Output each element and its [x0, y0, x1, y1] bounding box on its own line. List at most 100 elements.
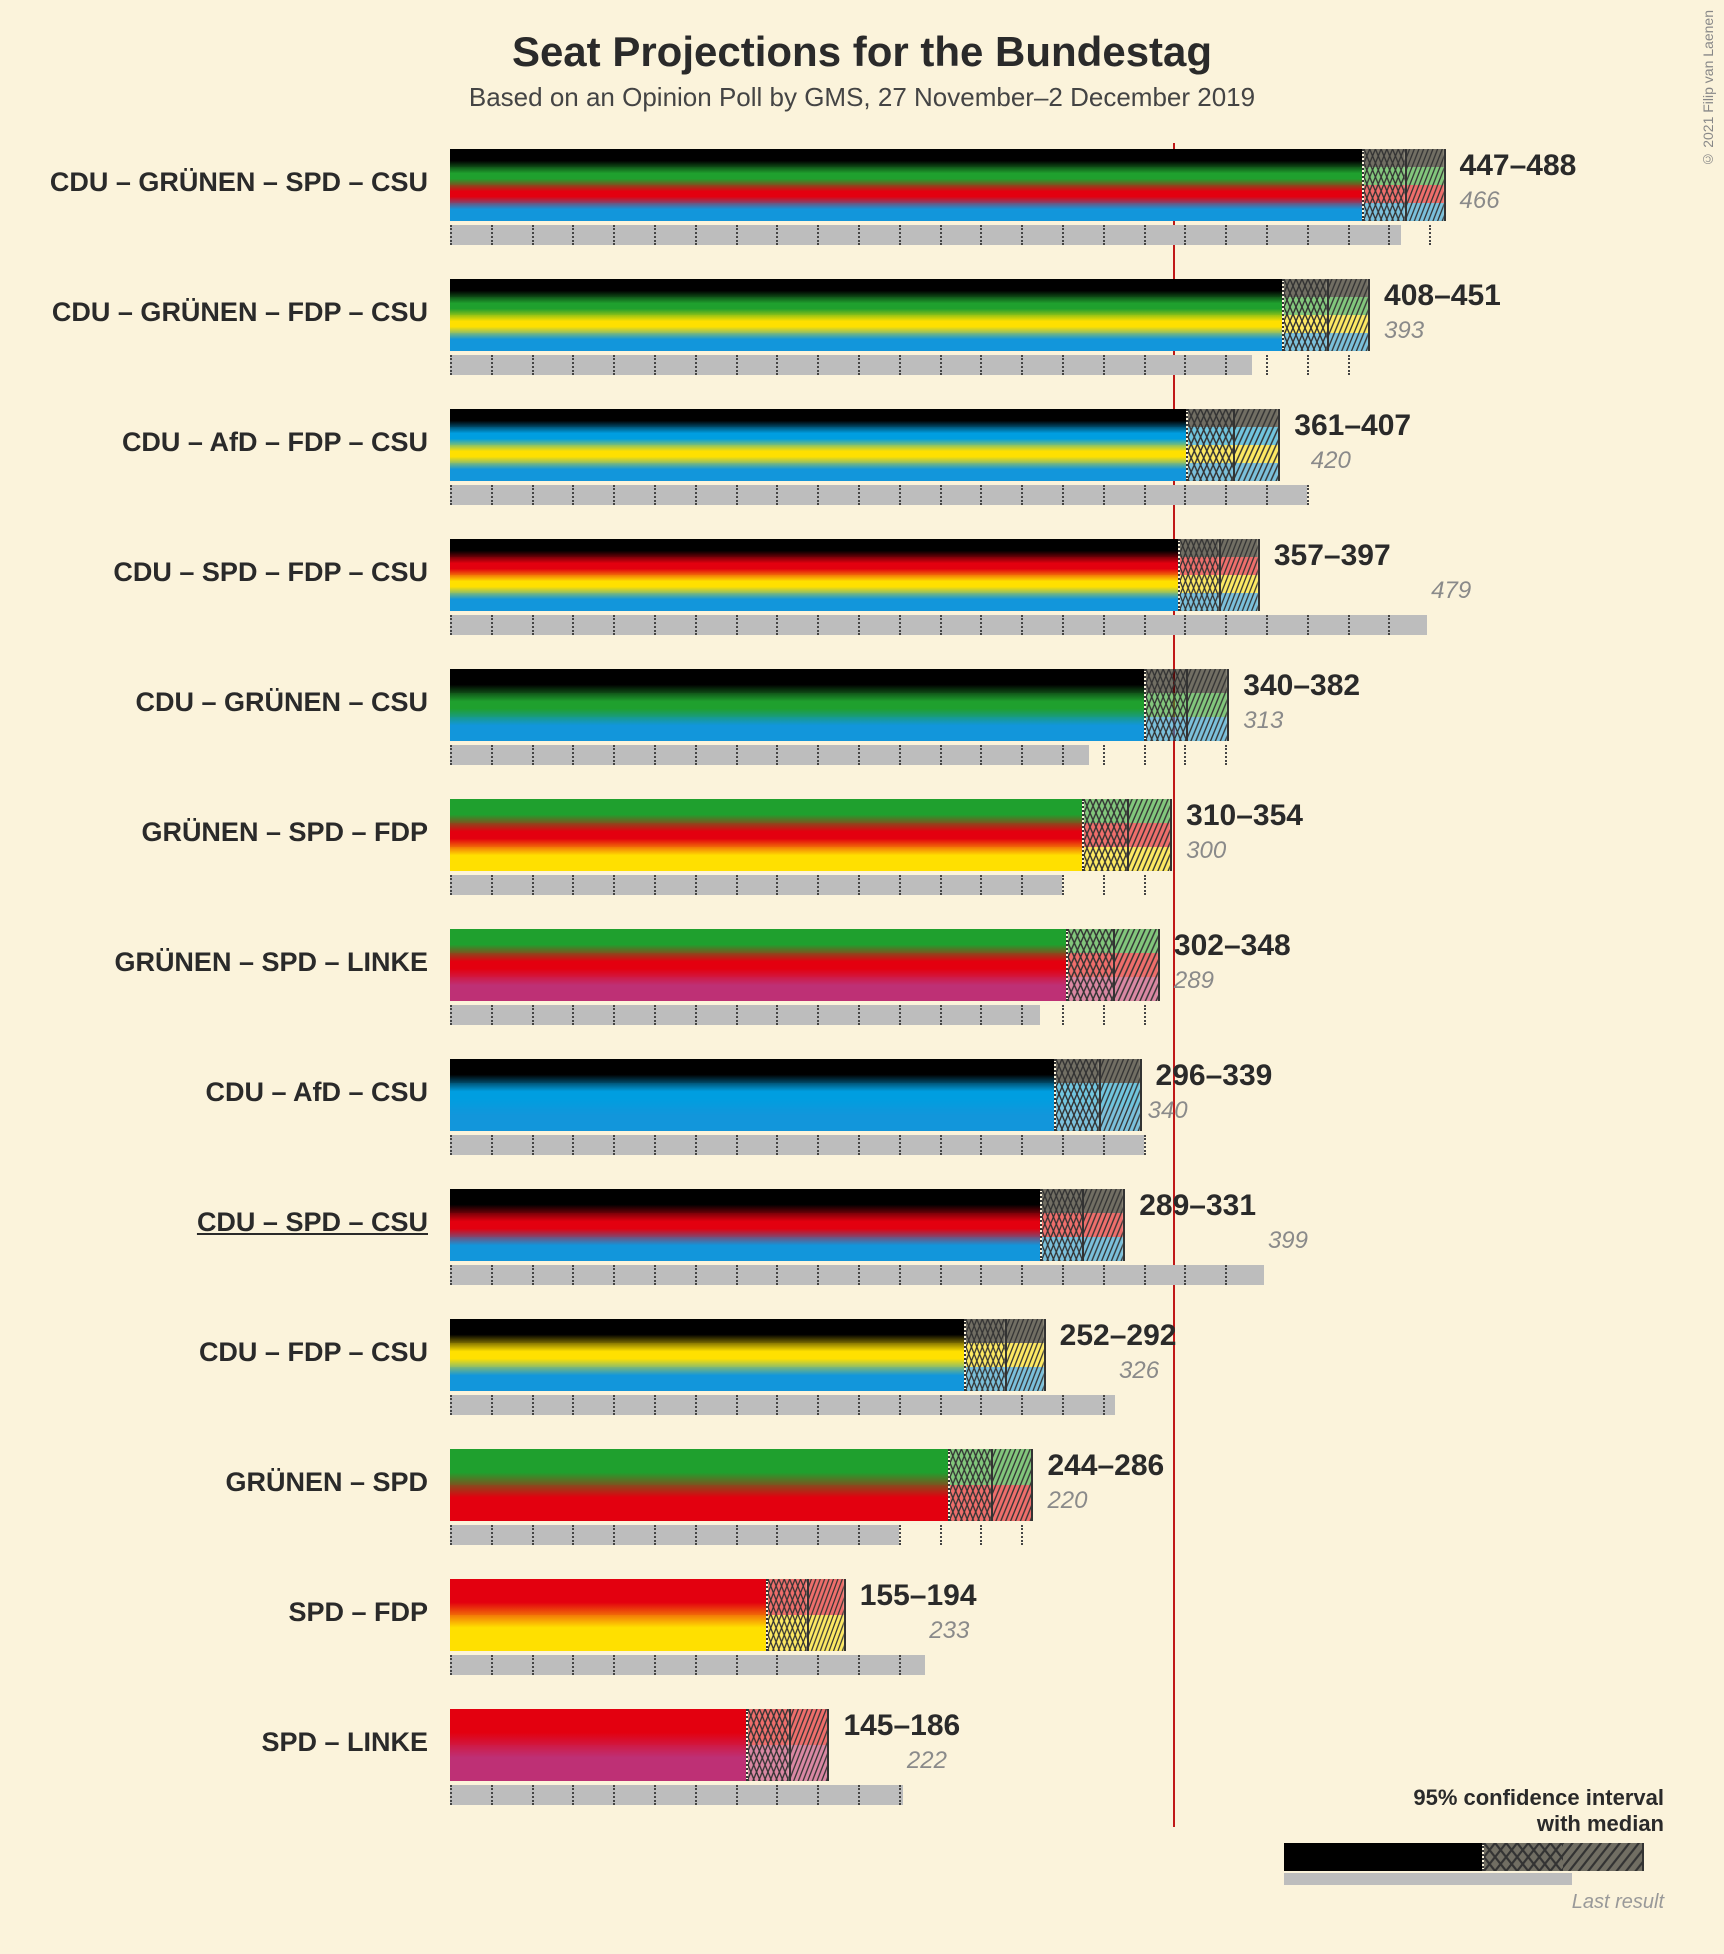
last-result-label: 399: [1268, 1227, 1308, 1255]
coalition-label: CDU – GRÜNEN – SPD – CSU: [40, 167, 440, 198]
last-result-label: 289: [1174, 967, 1291, 995]
legend-ci-label: 95% confidence interval: [1284, 1785, 1664, 1811]
value-labels: 447–488466: [1460, 149, 1577, 215]
legend-last-label: Last result: [1284, 1891, 1664, 1914]
coalition-bar: [450, 1709, 746, 1781]
coalition-label: SPD – LINKE: [40, 1727, 440, 1758]
median-marker: [1233, 409, 1235, 481]
median-marker: [1005, 1319, 1007, 1391]
range-label: 244–286: [1047, 1449, 1164, 1483]
last-result-bar: [450, 1005, 1040, 1025]
value-labels: 244–286220: [1047, 1449, 1164, 1515]
last-result-label: 393: [1384, 317, 1501, 345]
confidence-interval: [746, 1709, 830, 1781]
median-marker: [1099, 1059, 1101, 1131]
coalition-plot: 302–348 289: [450, 923, 1470, 1047]
value-labels: 155–194233: [860, 1579, 977, 1645]
coalition-row: CDU – AfD – CSU 296–339340: [40, 1053, 1684, 1177]
coalition-row: GRÜNEN – SPD – FDP 310–354300: [40, 793, 1684, 917]
coalition-row: CDU – GRÜNEN – FDP – CSU 408–451 393: [40, 273, 1684, 397]
legend: 95% confidence interval with median Last…: [1284, 1785, 1664, 1914]
range-label: 357–397: [1274, 539, 1471, 573]
median-marker: [807, 1579, 809, 1651]
legend-ci-box: [1482, 1843, 1644, 1871]
value-labels: 357–397 479: [1274, 539, 1471, 605]
confidence-interval: [1362, 149, 1446, 221]
last-result-label: 479: [1431, 577, 1471, 605]
last-result-bar: [450, 355, 1252, 375]
confidence-interval: [766, 1579, 846, 1651]
coalition-label: GRÜNEN – SPD – FDP: [40, 817, 440, 848]
last-result-bar: [450, 875, 1062, 895]
range-label: 145–186: [843, 1709, 960, 1743]
legend-solid-bar: [1284, 1843, 1482, 1871]
last-result-bar: [450, 1395, 1115, 1415]
coalition-chart: CDU – GRÜNEN – SPD – CSU 447–488466CDU –…: [40, 143, 1684, 1827]
coalition-row: GRÜNEN – SPD – LINKE 302–348289: [40, 923, 1684, 1047]
coalition-row: CDU – GRÜNEN – CSU 340–382 313: [40, 663, 1684, 787]
coalition-plot: 155–194233: [450, 1573, 1470, 1697]
coalition-bar: [450, 799, 1082, 871]
range-label: 252–292: [1060, 1319, 1177, 1353]
range-label: 408–451: [1384, 279, 1501, 313]
coalition-bar: [450, 1189, 1040, 1261]
last-result-label: 313: [1243, 707, 1360, 735]
range-label: 340–382: [1243, 669, 1360, 703]
last-result-bar: [450, 615, 1427, 635]
last-result-label: 420: [1311, 447, 1411, 475]
median-marker: [1127, 799, 1129, 871]
last-result-bar: [450, 745, 1089, 765]
value-labels: 302–348 289: [1174, 929, 1291, 995]
coalition-bar: [450, 929, 1066, 1001]
coalition-label: CDU – AfD – FDP – CSU: [40, 427, 440, 458]
range-label: 302–348: [1174, 929, 1291, 963]
last-result-bar: [450, 1655, 925, 1675]
coalition-row: CDU – AfD – FDP – CSU 361–407420: [40, 403, 1684, 527]
median-marker: [1219, 539, 1221, 611]
coalition-plot: 310–354300: [450, 793, 1470, 917]
range-label: 310–354: [1186, 799, 1303, 833]
last-result-label: 222: [907, 1747, 960, 1775]
value-labels: 408–451 393: [1384, 279, 1501, 345]
range-label: 447–488: [1460, 149, 1577, 183]
value-labels: 252–292326: [1060, 1319, 1177, 1385]
coalition-label: SPD – FDP: [40, 1597, 440, 1628]
coalition-label: CDU – SPD – CSU: [40, 1207, 440, 1238]
coalition-label: CDU – SPD – FDP – CSU: [40, 557, 440, 588]
coalition-plot: 361–407420: [450, 403, 1470, 527]
coalition-bar: [450, 1319, 964, 1391]
coalition-bar: [450, 409, 1186, 481]
median-marker: [1113, 929, 1115, 1001]
coalition-bar: [450, 539, 1178, 611]
last-result-bar: [450, 225, 1401, 245]
coalition-label: CDU – FDP – CSU: [40, 1337, 440, 1368]
coalition-row: CDU – SPD – CSU 289–331399: [40, 1183, 1684, 1307]
last-result-label: 233: [929, 1617, 976, 1645]
coalition-bar: [450, 1449, 948, 1521]
last-result-bar: [450, 1265, 1264, 1285]
legend-median-label: with median: [1284, 1811, 1664, 1837]
median-marker: [1327, 279, 1329, 351]
coalition-bar: [450, 1579, 766, 1651]
coalition-label: GRÜNEN – SPD: [40, 1467, 440, 1498]
coalition-label: CDU – GRÜNEN – FDP – CSU: [40, 297, 440, 328]
coalition-row: GRÜNEN – SPD 244–286220: [40, 1443, 1684, 1567]
coalition-label: CDU – GRÜNEN – CSU: [40, 687, 440, 718]
coalition-row: CDU – FDP – CSU 252–292326: [40, 1313, 1684, 1437]
coalition-plot: 408–451393: [450, 273, 1470, 397]
value-labels: 289–331399: [1139, 1189, 1308, 1255]
median-marker: [789, 1709, 791, 1781]
range-label: 296–339: [1156, 1059, 1273, 1093]
chart-title: Seat Projections for the Bundestag: [0, 0, 1724, 76]
coalition-plot: 447–488466: [450, 143, 1470, 267]
median-marker: [991, 1449, 993, 1521]
value-labels: 340–382 313: [1243, 669, 1360, 735]
coalition-plot: 244–286220: [450, 1443, 1470, 1567]
value-labels: 296–339340: [1156, 1059, 1273, 1125]
value-labels: 145–186 222: [843, 1709, 960, 1775]
median-marker: [1186, 669, 1188, 741]
coalition-bar: [450, 279, 1282, 351]
coalition-bar: [450, 669, 1144, 741]
legend-bar: [1284, 1843, 1644, 1887]
median-marker: [1082, 1189, 1084, 1261]
